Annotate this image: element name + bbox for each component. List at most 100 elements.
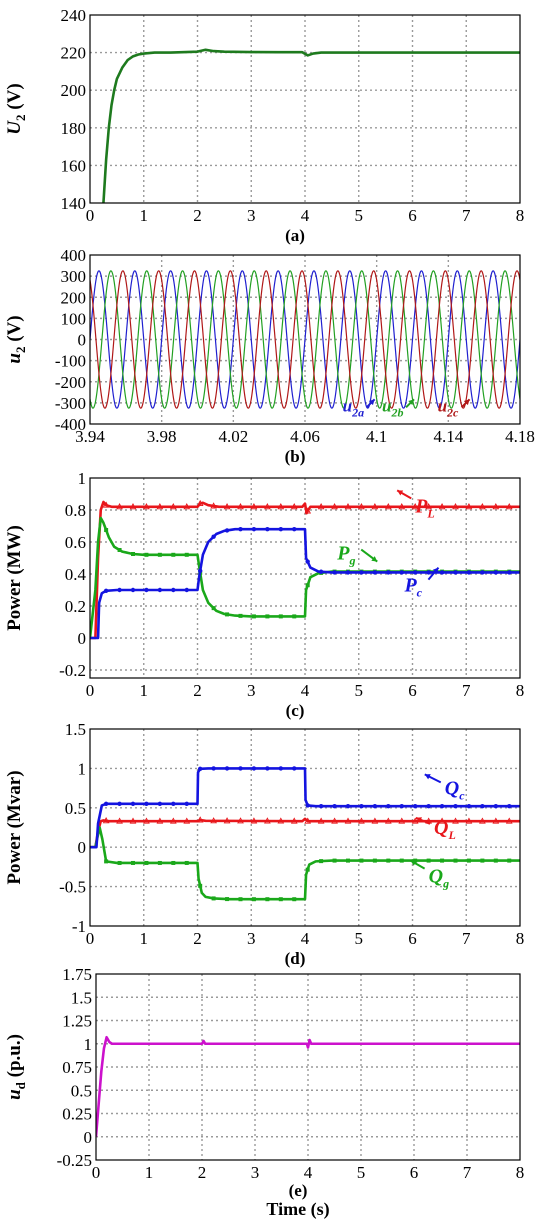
series-marker [251, 527, 257, 532]
caption-d: (d) [285, 949, 306, 968]
plot-frame-a [89, 14, 521, 204]
series-marker [466, 570, 472, 575]
panel-c: 0 1 2 3 4 5 6 7 8-0.200.20.40.60.81 (c) Power (M… [4, 469, 524, 720]
x-tick-label: 2 [193, 929, 202, 948]
series-marker [411, 503, 419, 510]
x-tick-label: 5 [355, 681, 364, 700]
series-marker [265, 614, 270, 619]
series-marker [372, 570, 378, 575]
series-marker [277, 817, 285, 824]
series-marker [131, 860, 135, 865]
x-tick-label: 5 [357, 1163, 366, 1182]
y-tick-label: -200 [55, 373, 86, 392]
series-marker [465, 503, 473, 510]
series-marker [156, 503, 164, 510]
series-line-Pg [90, 516, 520, 639]
panel-a: 0 1 2 3 4 5 6 7 8 140 160 180 200 220 240 (a) U2 (V) [4, 6, 524, 245]
x-tick-label: 3.98 [147, 427, 177, 446]
x-tick-label: 0 [92, 1163, 101, 1182]
series-marker [157, 552, 162, 557]
x-tick-label: 6 [410, 1163, 419, 1182]
y-axis-label-c: Power (MW) [4, 525, 25, 631]
x-tick-label: 8 [516, 1163, 525, 1182]
y-tick-label: 180 [61, 119, 87, 138]
x-tick-label: 4.18 [505, 427, 535, 446]
series-line-u2a [90, 270, 520, 409]
y-tick-label: 1 [78, 469, 87, 488]
label-arrowhead [397, 490, 404, 496]
series-marker [480, 570, 485, 575]
x-tick-label: 3 [247, 929, 256, 948]
series-marker [318, 569, 324, 574]
series-marker [507, 858, 512, 863]
series-marker [440, 858, 445, 863]
series-marker [277, 503, 285, 510]
series-marker [438, 503, 446, 510]
series-marker [251, 766, 257, 771]
series-marker [265, 766, 270, 771]
y-tick-label: -300 [55, 394, 86, 413]
series-marker [359, 804, 364, 809]
series-marker [305, 559, 310, 564]
label-arrowhead [432, 567, 439, 574]
series-marker [184, 860, 189, 865]
y-axis-label-e: ud (p.u.) [4, 1034, 28, 1100]
series-marker [224, 528, 230, 533]
series-label: u2c [438, 396, 459, 419]
series-marker [305, 803, 310, 808]
series-marker [225, 897, 230, 902]
series-marker [143, 503, 150, 510]
series-marker [144, 587, 149, 593]
series-marker [505, 817, 513, 824]
y-tick-label: 240 [61, 6, 87, 25]
x-axis-label-e: Time (s) [266, 1199, 329, 1220]
x-tick-label: 4.14 [433, 427, 463, 446]
series-marker [372, 858, 377, 863]
y-tick-label: -400 [55, 415, 86, 434]
series-marker [196, 499, 204, 507]
series-marker [411, 817, 419, 824]
series-marker [426, 570, 431, 575]
series-marker [386, 858, 391, 863]
x-tick-label: 0 [86, 206, 95, 225]
y-tick-label: 220 [61, 44, 87, 63]
y-tick-label: 200 [61, 81, 87, 100]
series-label: Pg [336, 543, 355, 568]
series-marker [292, 897, 297, 902]
x-tick-label: 4 [301, 929, 310, 948]
series-marker [466, 804, 472, 809]
x-tick-label: 5 [355, 929, 364, 948]
series-marker [250, 817, 258, 824]
plot-frame-e [95, 973, 521, 1161]
series-marker [439, 570, 445, 575]
series-marker [479, 817, 486, 824]
series-marker [452, 817, 459, 824]
series-marker [211, 896, 216, 901]
series-marker [102, 501, 110, 508]
series-line [102, 48, 520, 203]
series-marker [278, 614, 283, 619]
series-marker [144, 801, 149, 807]
series-marker [304, 507, 312, 514]
y-tick-label: 400 [61, 246, 87, 265]
caption-b: (b) [285, 447, 306, 466]
x-tick-label: 8 [516, 206, 525, 225]
series-marker [413, 858, 418, 863]
series-marker [169, 817, 177, 824]
y-tick-label: 200 [61, 288, 87, 307]
series-marker [453, 804, 458, 809]
y-tick-label: 0 [84, 1128, 93, 1147]
series-marker [184, 552, 189, 557]
series-marker [183, 817, 191, 824]
series-marker [117, 860, 122, 865]
plot-frame-d [89, 728, 521, 927]
y-tick-label: 0 [78, 331, 87, 350]
series-label: Pc [403, 575, 422, 600]
series-marker [237, 817, 244, 824]
series-marker [264, 503, 271, 510]
series-marker [371, 817, 379, 824]
label-arrowhead [410, 860, 417, 866]
y-tick-label: 1.5 [65, 720, 86, 739]
panel-d: 0 1 2 3 4 5 6 7 8 -1 -0.5 0 0.5 1 1.5 (d) Power (Mvar)… [4, 720, 524, 968]
x-tick-label: 4 [304, 1163, 313, 1182]
